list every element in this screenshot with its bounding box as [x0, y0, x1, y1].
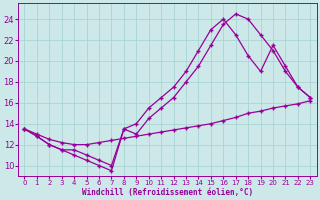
X-axis label: Windchill (Refroidissement éolien,°C): Windchill (Refroidissement éolien,°C) — [82, 188, 253, 197]
